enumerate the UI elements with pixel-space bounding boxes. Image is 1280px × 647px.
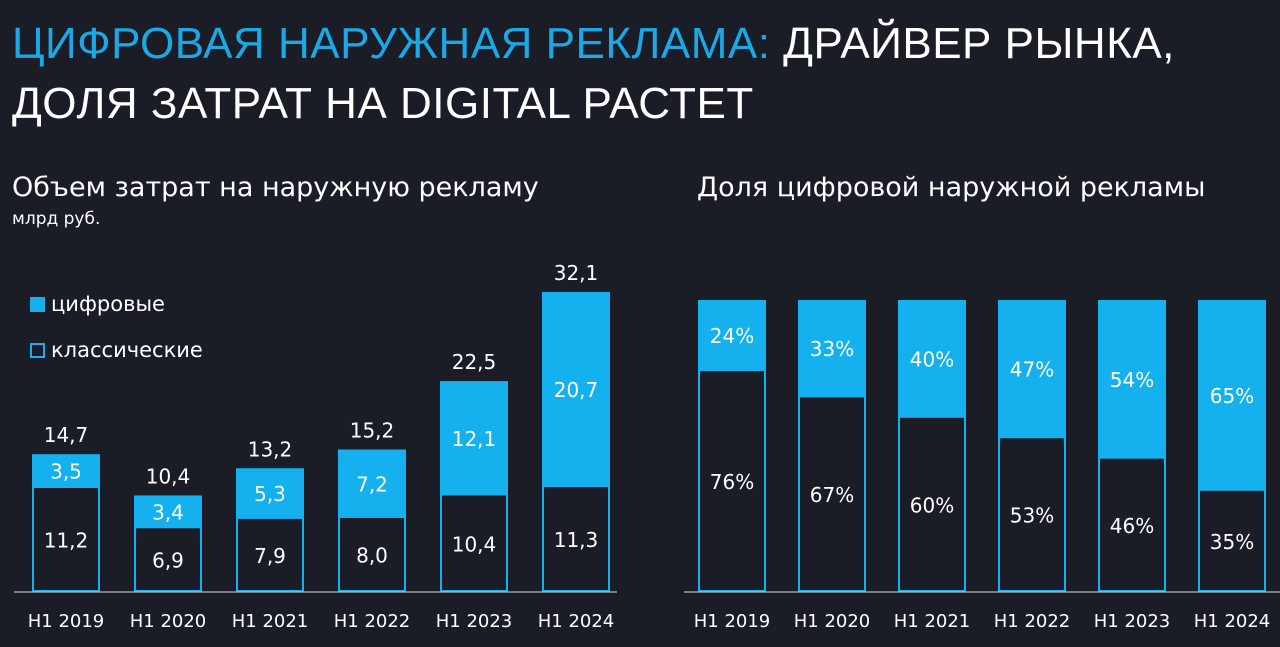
page-title: ЦИФРОВАЯ НАРУЖНАЯ РЕКЛАМА: ДРАЙВЕР РЫНКА… (12, 14, 1175, 134)
share-label-classic: 67% (810, 483, 854, 507)
value-label-digital: 3,5 (50, 460, 82, 484)
legend-item-classic: классические (30, 338, 203, 362)
bar-digital-share (1198, 300, 1266, 490)
share-label-digital: 65% (1210, 384, 1254, 408)
share-label-digital: 33% (810, 337, 854, 361)
bar-classic (134, 526, 202, 592)
title-rest: ДРАЙВЕР РЫНКА, (770, 19, 1175, 68)
bar-classic-share (798, 395, 866, 592)
hollow-square-icon (30, 342, 45, 358)
total-label: 22,5 (452, 350, 497, 374)
chart1-unit: млрд руб. (12, 209, 101, 229)
bar-classic-share (898, 415, 966, 592)
bar-classic (236, 516, 304, 592)
share-label-digital: 24% (710, 324, 754, 348)
share-label-classic: 46% (1110, 514, 1154, 538)
chart1-title: Объем затрат на наружную рекламу (12, 172, 539, 203)
title-line2: ДОЛЯ ЗАТРАТ НА DIGITAL РАСТЕТ (12, 79, 754, 128)
x-tick-label: H1 2022 (994, 611, 1071, 632)
bar-classic-share (1198, 488, 1266, 592)
title-accent: ЦИФРОВАЯ НАРУЖНАЯ РЕКЛАМА: (12, 19, 771, 68)
value-label-classic: 6,9 (152, 549, 184, 573)
share-label-classic: 76% (710, 470, 754, 494)
value-label-classic: 11,3 (554, 528, 599, 552)
bar-classic-share (698, 369, 766, 592)
bar-digital-share (998, 300, 1066, 438)
total-label: 10,4 (146, 464, 191, 488)
value-label-digital: 3,4 (152, 500, 184, 524)
value-label-digital: 20,7 (554, 378, 599, 402)
bar-classic (32, 486, 100, 592)
total-label: 13,2 (248, 437, 293, 461)
bar-digital (440, 381, 508, 495)
total-label: 32,1 (554, 261, 599, 285)
bar-digital-share (798, 300, 866, 397)
bar-classic (542, 485, 610, 592)
bar-digital (134, 495, 202, 528)
share-label-classic: 60% (910, 493, 954, 517)
value-label-classic: 7,9 (254, 544, 286, 568)
bar-digital-share (1098, 300, 1166, 458)
bar-classic-share (1098, 456, 1166, 592)
total-label: 15,2 (350, 419, 395, 443)
x-tick-label: H1 2019 (694, 611, 771, 632)
x-tick-label: H1 2022 (334, 611, 411, 632)
value-label-digital: 7,2 (356, 472, 388, 496)
bar-digital (338, 449, 406, 517)
x-tick-label: H1 2023 (436, 611, 513, 632)
x-tick-label: H1 2019 (28, 611, 105, 632)
value-label-classic: 10,4 (452, 532, 497, 556)
x-tick-label: H1 2020 (794, 611, 871, 632)
legend-label-digital: цифровые (51, 292, 165, 316)
filled-square-icon (30, 296, 45, 312)
total-label: 14,7 (44, 423, 89, 447)
bar-digital (542, 292, 610, 487)
value-label-digital: 12,1 (452, 427, 497, 451)
share-label-digital: 40% (910, 347, 954, 371)
chart2-title: Доля цифровой наружной рекламы (697, 172, 1206, 203)
bar-digital (236, 468, 304, 518)
value-label-classic: 11,2 (44, 529, 89, 553)
x-tick-label: H1 2020 (130, 611, 207, 632)
x-tick-label: H1 2024 (1194, 611, 1271, 632)
bar-classic (338, 516, 406, 592)
share-label-classic: 35% (1210, 530, 1254, 554)
bar-digital (32, 454, 100, 487)
value-label-classic: 8,0 (356, 544, 388, 568)
value-label-digital: 5,3 (254, 482, 286, 506)
share-label-digital: 54% (1110, 368, 1154, 392)
bar-digital-share (698, 300, 766, 371)
share-label-digital: 47% (1010, 358, 1054, 382)
bar-classic-share (998, 436, 1066, 592)
bar-digital-share (898, 300, 966, 417)
bar-classic (440, 493, 508, 592)
x-tick-label: H1 2024 (538, 611, 615, 632)
legend-label-classic: классические (51, 338, 203, 362)
x-tick-label: H1 2021 (894, 611, 971, 632)
share-label-classic: 53% (1010, 504, 1054, 528)
x-tick-label: H1 2021 (232, 611, 309, 632)
legend-item-digital: цифровые (30, 292, 165, 316)
x-tick-label: H1 2023 (1094, 611, 1171, 632)
